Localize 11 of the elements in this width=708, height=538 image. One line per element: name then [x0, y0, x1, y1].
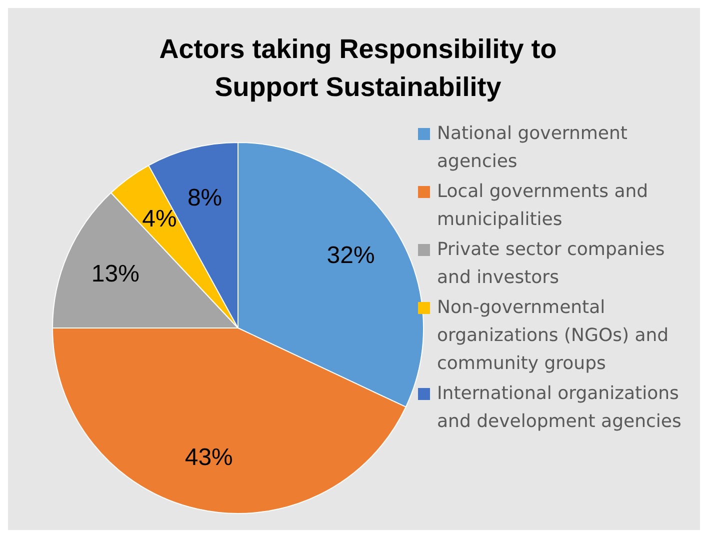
data-label: 32% — [326, 242, 375, 270]
chart-title: Actors taking Responsibility to Support Sustainability — [158, 33, 558, 104]
data-label: 8% — [187, 184, 222, 212]
legend-label: Non-governmental organizations (NGOs) and community groups — [437, 296, 670, 376]
legend-label: National government agencies — [437, 122, 628, 174]
legend-label: Private sector companies and investors — [437, 238, 666, 290]
data-label: 43% — [184, 444, 233, 471]
legend-label: International organizations and development agencies — [437, 382, 682, 434]
data-label: 13% — [91, 260, 140, 288]
legend-label: Local governments and municipalities — [437, 180, 650, 232]
data-label: 4% — [142, 206, 177, 233]
